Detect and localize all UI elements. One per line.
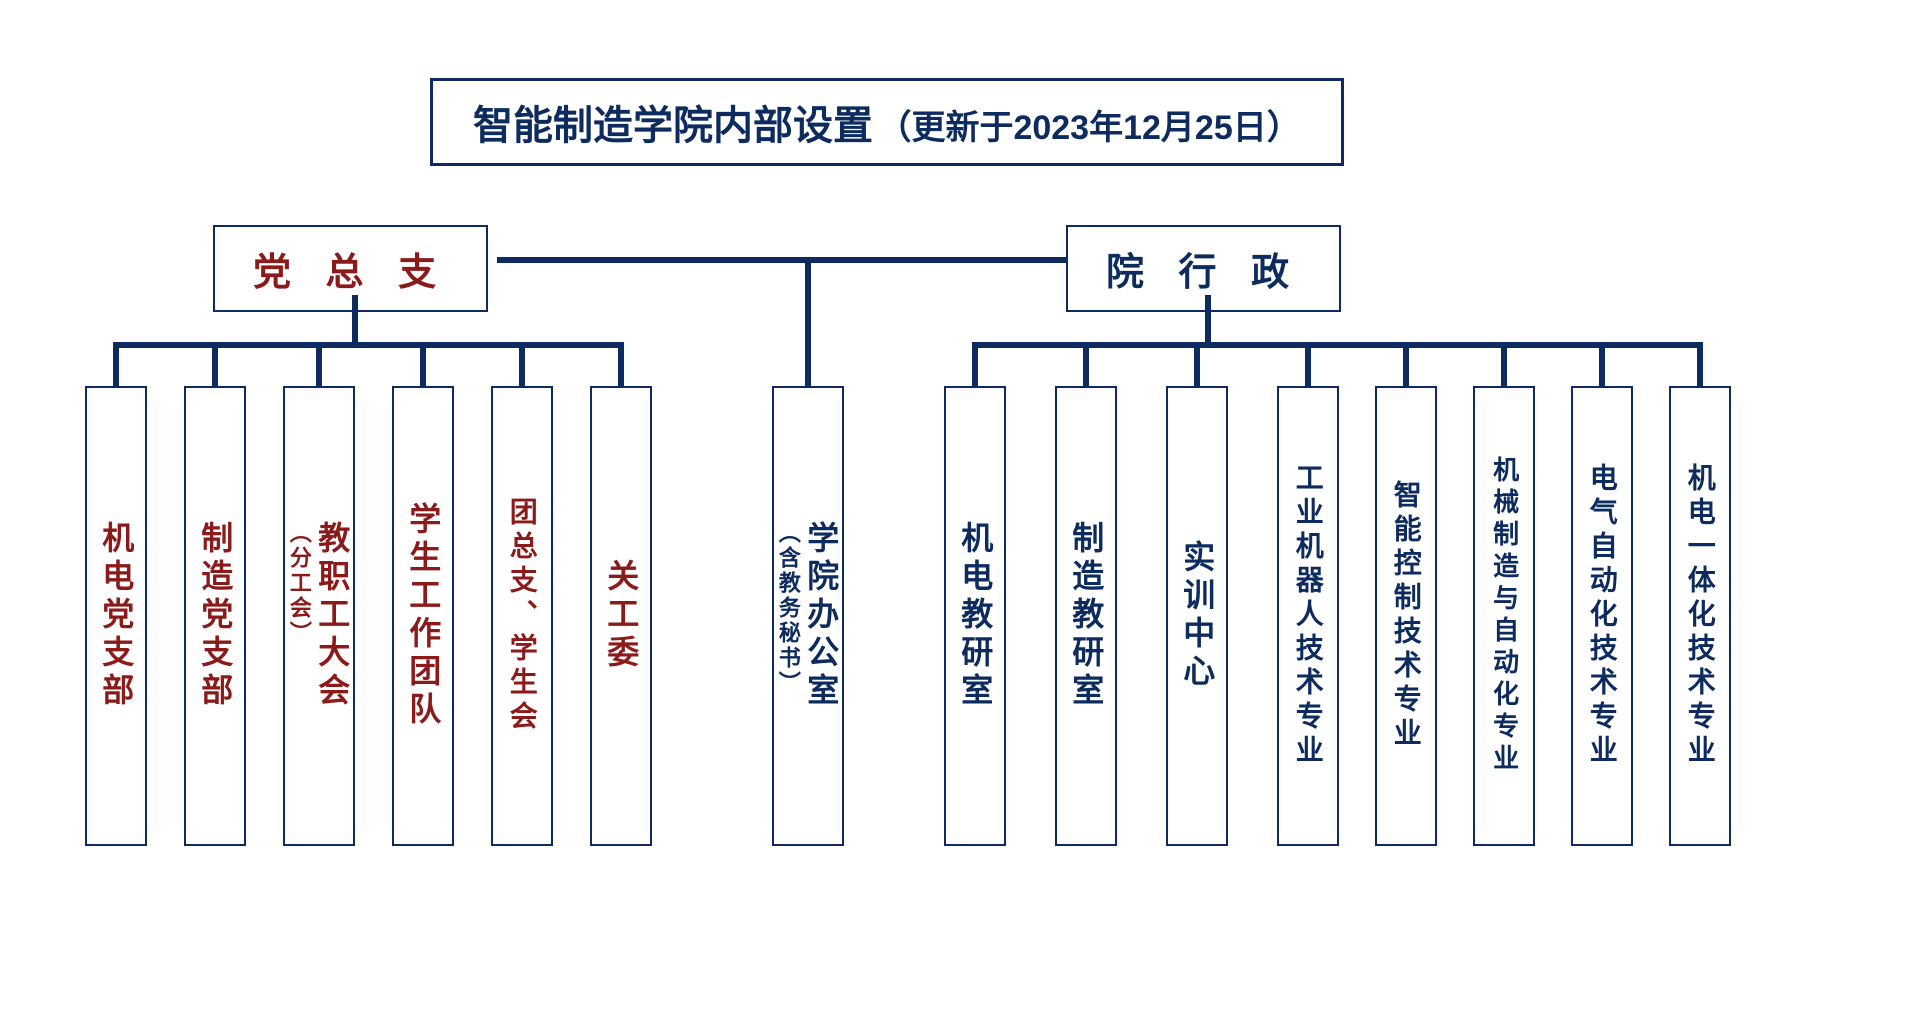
leaf-p6-label: 关工委 bbox=[602, 559, 640, 673]
leaf-p1-label: 机电党支部 bbox=[97, 521, 135, 711]
leaf-p4: 学生工作团队 bbox=[392, 386, 454, 846]
leaf-a5-label: 智能控制技术专业 bbox=[1389, 480, 1423, 752]
leaf-a6-label: 机械制造与自动化专业 bbox=[1488, 456, 1519, 776]
leaf-a2-label: 制造教研室 bbox=[1067, 521, 1105, 711]
leaf-a3: 实训中心 bbox=[1166, 386, 1228, 846]
chart-title: 智能制造学院内部设置 （更新于2023年12月25日） bbox=[430, 78, 1344, 166]
leaf-office-sub: （含教务秘书） bbox=[776, 521, 800, 711]
branch-admin-label: 院 行 政 bbox=[1106, 252, 1301, 294]
leaf-a6: 机械制造与自动化专业 bbox=[1473, 386, 1535, 846]
leaf-a7: 电气自动化技术专业 bbox=[1571, 386, 1633, 846]
leaf-p5: 团总支、学生会 bbox=[491, 386, 553, 846]
leaf-a8: 机电一体化技术专业 bbox=[1669, 386, 1731, 846]
leaf-p2-label: 制造党支部 bbox=[196, 521, 234, 711]
leaf-a3-label: 实训中心 bbox=[1178, 540, 1216, 692]
leaf-a8-label: 机电一体化技术专业 bbox=[1683, 463, 1717, 769]
leaf-office-main: 学院办公室 bbox=[802, 521, 840, 711]
title-sub: （更新于2023年12月25日） bbox=[877, 109, 1300, 147]
leaf-p4-label: 学生工作团队 bbox=[404, 502, 442, 730]
leaf-p2: 制造党支部 bbox=[184, 386, 246, 846]
branch-admin: 院 行 政 bbox=[1066, 225, 1341, 312]
leaf-p1: 机电党支部 bbox=[85, 386, 147, 846]
leaf-office: （含教务秘书） 学院办公室 bbox=[772, 386, 844, 846]
leaf-p6: 关工委 bbox=[590, 386, 652, 846]
branch-party-label: 党 总 支 bbox=[253, 252, 448, 294]
leaf-p3-sub: （分工会） bbox=[287, 521, 311, 711]
leaf-a7-label: 电气自动化技术专业 bbox=[1585, 463, 1619, 769]
leaf-p3-main: 教职工大会 bbox=[313, 521, 351, 711]
leaf-a4: 工业机器人技术专业 bbox=[1277, 386, 1339, 846]
leaf-p5-label: 团总支、学生会 bbox=[505, 497, 539, 735]
leaf-a1-label: 机电教研室 bbox=[956, 521, 994, 711]
leaf-a5: 智能控制技术专业 bbox=[1375, 386, 1437, 846]
leaf-a1: 机电教研室 bbox=[944, 386, 1006, 846]
leaf-p3: （分工会） 教职工大会 bbox=[283, 386, 355, 846]
leaf-a4-label: 工业机器人技术专业 bbox=[1291, 463, 1325, 769]
title-main: 智能制造学院内部设置 bbox=[473, 104, 873, 148]
branch-party: 党 总 支 bbox=[213, 225, 488, 312]
leaf-a2: 制造教研室 bbox=[1055, 386, 1117, 846]
